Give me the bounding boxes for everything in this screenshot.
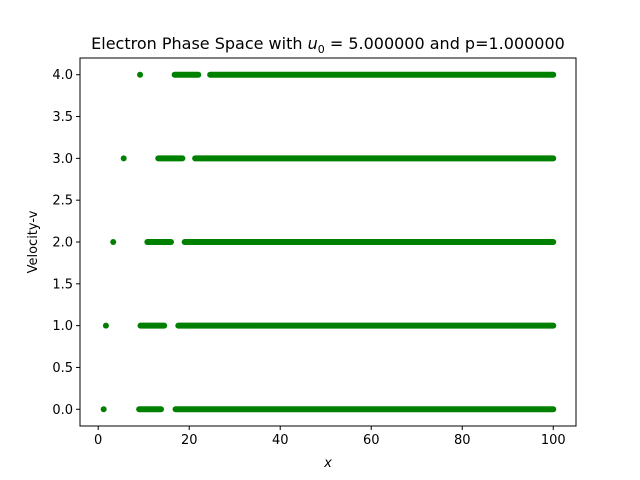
segment-v4-0 [171, 71, 202, 78]
segment-v3-1 [192, 155, 557, 162]
y-tick-label: 1.5 [52, 277, 73, 292]
y-axis-label: Velocity-v [26, 210, 41, 273]
segment-v0-0 [136, 406, 164, 413]
y-tick-label: 1.0 [52, 319, 73, 334]
x-tick-label: 60 [363, 433, 380, 448]
segment-v3-0 [155, 155, 186, 162]
point-v1-0 [102, 322, 109, 329]
x-tick-label: 40 [272, 433, 289, 448]
point-v2-0 [110, 239, 117, 245]
series-v-0 [100, 406, 557, 413]
x-axis-ticks: 0 20 40 60 80 100 [94, 426, 566, 448]
segment-v0-1 [172, 406, 557, 413]
x-tick-label: 100 [541, 433, 566, 448]
y-tick-label: 4.0 [52, 68, 73, 83]
y-tick-label: 0.5 [52, 361, 73, 376]
segment-v2-1 [181, 239, 557, 245]
y-tick-label: 2.5 [52, 194, 73, 209]
x-axis-label: x [323, 456, 332, 471]
series-v-3 [120, 155, 557, 162]
point-v4-0 [137, 71, 144, 78]
chart-title: Electron Phase Space with u0 = 5.000000 … [91, 34, 565, 56]
y-tick-label: 0.0 [52, 403, 73, 418]
segment-v1-0 [137, 322, 168, 329]
data-marks [100, 71, 557, 413]
y-tick-label: 3.5 [52, 110, 73, 125]
series-v-2 [110, 239, 557, 245]
segment-v1-1 [175, 322, 557, 329]
x-tick-label: 20 [181, 433, 198, 448]
x-tick-label: 80 [454, 433, 471, 448]
y-tick-label: 2.0 [52, 236, 73, 251]
y-tick-label: 3.0 [52, 152, 73, 167]
x-tick-label: 0 [94, 433, 102, 448]
y-axis-ticks: 0.0 0.5 1.0 1.5 2.0 2.5 3.0 3.5 4.0 [52, 68, 80, 418]
point-v3-0 [120, 155, 127, 162]
title-math-sub: 0 [318, 43, 325, 56]
segment-v2-0 [144, 239, 175, 245]
series-v-1 [102, 322, 557, 329]
segment-v4-1 [207, 71, 557, 78]
point-v0-0 [100, 406, 107, 413]
series-v-4 [137, 71, 557, 78]
title-math-var: u [308, 34, 318, 53]
